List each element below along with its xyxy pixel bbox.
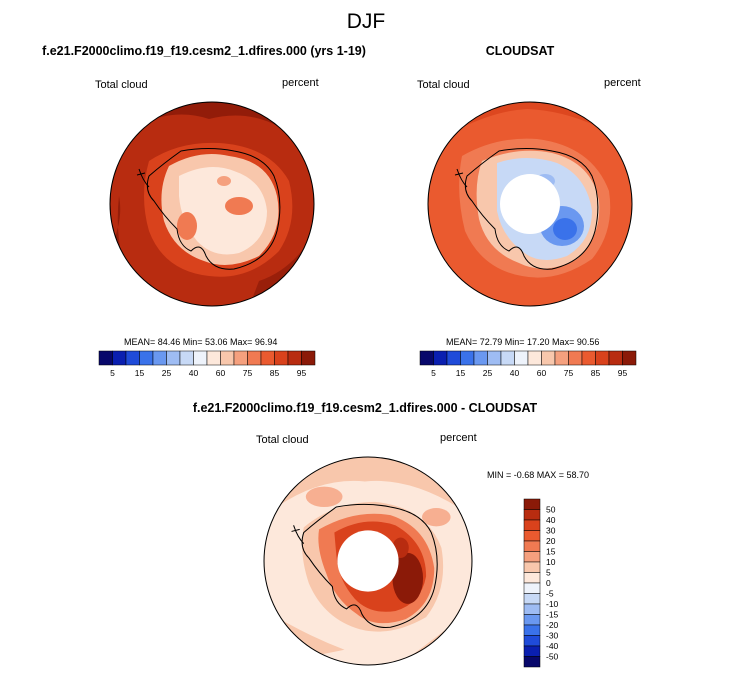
colorbar-swatch: [500, 350, 515, 366]
panel2-colorbar: 5 15 25 40 60 75 85 95: [419, 350, 637, 378]
colorbar-swatch: [139, 350, 154, 366]
colorbar-swatch: [523, 561, 541, 573]
panel1-right-label: percent: [282, 77, 319, 89]
colorbar-swatch: [595, 350, 610, 366]
panel3-title: f.e21.F2000climo.f19_f19.cesm2_1.dfires.…: [192, 401, 538, 415]
panel2-stats: MEAN= 72.79 Min= 17.20 Max= 90.56: [446, 337, 600, 347]
colorbar-swatch: [433, 350, 448, 366]
colorbar-tick-label: -20: [546, 620, 559, 630]
colorbar-tick-label: -40: [546, 641, 559, 651]
colorbar-swatch: [608, 350, 623, 366]
colorbar-swatch: [622, 350, 637, 366]
colorbar-swatch: [523, 530, 541, 542]
colorbar-swatch: [473, 350, 488, 366]
colorbar-swatch: [581, 350, 596, 366]
colorbar-swatch: [152, 350, 167, 366]
colorbar-tick-label: 15: [456, 368, 466, 378]
colorbar-swatch: [460, 350, 475, 366]
colorbar-tick-label: 10: [546, 557, 556, 567]
colorbar-swatch: [301, 350, 316, 366]
colorbar-tick-label: 40: [189, 368, 199, 378]
panel3-map: [263, 456, 473, 666]
colorbar-swatch: [527, 350, 542, 366]
panel2-left-label: Total cloud: [417, 79, 470, 91]
colorbar-tick-label: -10: [546, 599, 559, 609]
colorbar-tick-label: 50: [546, 505, 556, 515]
colorbar-swatch: [274, 350, 289, 366]
colorbar-tick-label: 5: [110, 368, 115, 378]
colorbar-swatch: [206, 350, 221, 366]
colorbar-tick-label: 0: [546, 578, 551, 588]
colorbar-tick-label: 5: [546, 568, 551, 578]
colorbar-swatch: [260, 350, 275, 366]
colorbar-swatch: [514, 350, 529, 366]
colorbar-tick-label: 95: [297, 368, 307, 378]
colorbar-tick-label: 40: [546, 515, 556, 525]
colorbar-tick-label: -30: [546, 631, 559, 641]
panel1-stats: MEAN= 84.46 Min= 53.06 Max= 96.94: [124, 337, 278, 347]
colorbar-swatch: [523, 624, 541, 636]
colorbar-tick-label: 60: [216, 368, 226, 378]
colorbar-swatch: [419, 350, 434, 366]
colorbar-tick-label: 75: [243, 368, 253, 378]
colorbar-swatch: [446, 350, 461, 366]
colorbar-swatch: [523, 582, 541, 594]
panel2-right-label: percent: [604, 77, 641, 89]
panel3-left-label: Total cloud: [256, 434, 309, 446]
colorbar-tick-label: 40: [510, 368, 520, 378]
colorbar-tick-label: 60: [537, 368, 547, 378]
colorbar-swatch: [541, 350, 556, 366]
panel3-right-label: percent: [440, 432, 477, 444]
colorbar-swatch: [523, 603, 541, 615]
colorbar-swatch: [568, 350, 583, 366]
colorbar-tick-label: 85: [270, 368, 280, 378]
colorbar-swatch: [523, 551, 541, 563]
colorbar-swatch: [112, 350, 127, 366]
panel1-map: [109, 101, 315, 307]
colorbar-swatch: [523, 540, 541, 552]
colorbar-tick-label: -50: [546, 652, 559, 662]
colorbar-tick-label: 20: [546, 536, 556, 546]
colorbar-swatch: [523, 614, 541, 626]
colorbar-swatch: [125, 350, 140, 366]
colorbar-swatch: [487, 350, 502, 366]
colorbar-swatch: [220, 350, 235, 366]
colorbar-swatch: [166, 350, 181, 366]
colorbar-swatch: [193, 350, 208, 366]
colorbar-swatch: [523, 519, 541, 531]
panel1-left-label: Total cloud: [95, 79, 148, 91]
colorbar-tick-label: -15: [546, 610, 559, 620]
colorbar-swatch: [523, 593, 541, 605]
panel3-stats: MIN = -0.68 MAX = 58.70: [487, 470, 590, 480]
colorbar-swatch: [523, 509, 541, 521]
colorbar-tick-label: 25: [483, 368, 493, 378]
colorbar-tick-label: -5: [546, 589, 554, 599]
page-title: DJF: [346, 10, 386, 33]
colorbar-swatch: [554, 350, 569, 366]
colorbar-swatch: [179, 350, 194, 366]
colorbar-tick-label: 25: [162, 368, 172, 378]
colorbar-swatch: [523, 656, 541, 668]
colorbar-swatch: [523, 645, 541, 657]
colorbar-swatch: [523, 572, 541, 584]
colorbar-swatch: [523, 635, 541, 647]
colorbar-tick-label: 30: [546, 526, 556, 536]
colorbar-tick-label: 15: [546, 547, 556, 557]
colorbar-tick-label: 15: [135, 368, 145, 378]
colorbar-tick-label: 75: [564, 368, 574, 378]
panel2-map: [427, 101, 633, 307]
colorbar-tick-label: 95: [618, 368, 628, 378]
colorbar-tick-label: 5: [431, 368, 436, 378]
colorbar-swatch: [98, 350, 113, 366]
colorbar-swatch: [523, 498, 541, 510]
colorbar-swatch: [233, 350, 248, 366]
panel1-title: f.e21.F2000climo.f19_f19.cesm2_1.dfires.…: [42, 44, 366, 58]
colorbar-swatch: [287, 350, 302, 366]
panel2-title: CLOUDSAT: [485, 44, 555, 58]
colorbar-swatch: [247, 350, 262, 366]
colorbar-tick-label: 85: [591, 368, 601, 378]
panel1-colorbar: 5 15 25 40 60 75 85 95: [98, 350, 316, 378]
